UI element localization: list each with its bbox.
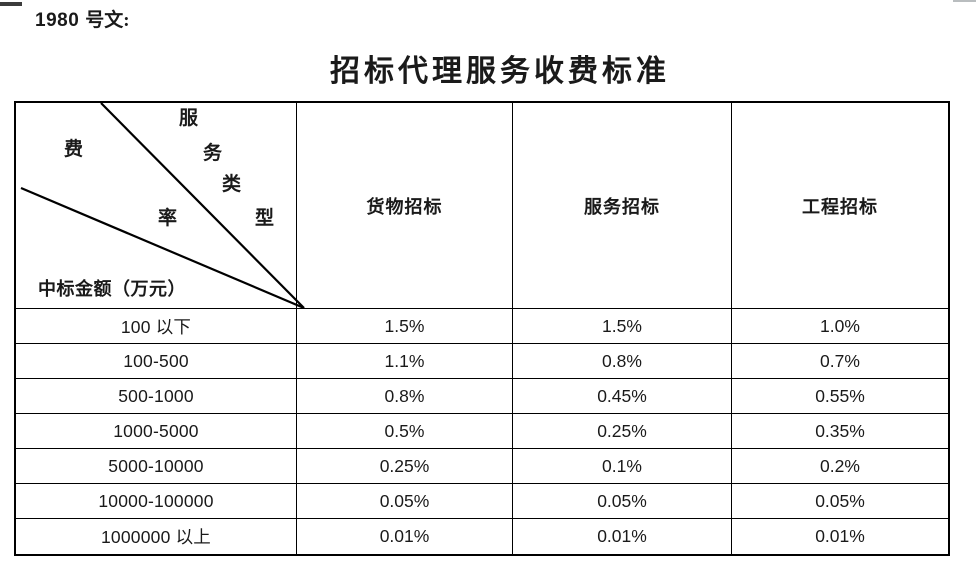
rate-cell-works: 1.0% — [732, 309, 948, 344]
rate-cell-goods: 0.05% — [297, 484, 513, 519]
rate-cell-works: 0.05% — [732, 484, 948, 519]
corner-char-service-type: 务 — [203, 143, 223, 164]
doc-number: 1980 — [35, 10, 80, 31]
rate-cell-service: 0.05% — [513, 484, 732, 519]
corner-amount-axis-label: 中标金额（万元） — [38, 279, 186, 299]
fee-standard-table: 服 务 类 型 费 率 中标金额（万元） 货物招标 服务招标 工程招标 100 … — [14, 101, 950, 556]
page-title: 招标代理服务收费标准 — [330, 55, 670, 88]
rate-cell-works: 0.2% — [732, 449, 948, 484]
rate-cell-goods: 1.1% — [297, 344, 513, 379]
corner-char-fee-rate: 率 — [158, 208, 178, 229]
amount-range-cell: 100-500 — [16, 344, 297, 379]
page-edge-artifact-left — [0, 2, 22, 6]
rate-cell-service: 0.45% — [513, 379, 732, 414]
diagonal-line-lower — [20, 186, 305, 310]
diagonal-divider-lines — [20, 102, 305, 310]
rate-cell-goods: 0.8% — [297, 379, 513, 414]
rate-cell-goods: 0.5% — [297, 414, 513, 449]
rate-cell-service: 1.5% — [513, 309, 732, 344]
amount-range-cell: 100 以下 — [16, 309, 297, 344]
amount-range-cell: 5000-10000 — [16, 449, 297, 484]
rate-cell-works: 0.01% — [815, 526, 865, 546]
corner-char-service-type: 型 — [255, 208, 275, 229]
amount-range-cell: 10000-100000 — [16, 484, 297, 519]
rate-cell-service: 0.25% — [513, 414, 732, 449]
doc-reference-label: 1980 号文: — [35, 5, 130, 32]
rate-cell-service: 0.1% — [513, 449, 732, 484]
corner-diagonal-cell: 服 务 类 型 费 率 中标金额（万元） — [16, 102, 305, 310]
corner-char-service-type: 服 — [179, 108, 199, 129]
corner-char-fee-rate: 费 — [64, 139, 84, 160]
column-header-service-tender: 服务招标 — [513, 103, 732, 309]
rate-cell-works: 0.35% — [732, 414, 948, 449]
amount-range-cell: 1000000 以上 — [16, 519, 297, 554]
rate-cell-goods: 0.25% — [297, 449, 513, 484]
doc-number-suffix: 号文: — [85, 10, 130, 31]
column-header-goods-tender: 货物招标 — [297, 103, 513, 309]
rate-cell-goods: 0.01% — [297, 519, 513, 554]
page-edge-artifact-right — [953, 0, 976, 2]
amount-range-cell: 500-1000 — [16, 379, 297, 414]
column-header-works-tender: 工程招标 — [732, 103, 948, 309]
corner-char-service-type: 类 — [222, 174, 242, 195]
rate-cell-service: 0.01% — [513, 519, 732, 554]
rate-cell-goods: 1.5% — [297, 309, 513, 344]
rate-cell-service: 0.8% — [513, 344, 732, 379]
rate-cell-works: 0.7% — [732, 344, 948, 379]
amount-range-cell: 1000-5000 — [16, 414, 297, 449]
rate-cell-works: 0.55% — [732, 379, 948, 414]
diagonal-line-upper — [100, 102, 305, 309]
